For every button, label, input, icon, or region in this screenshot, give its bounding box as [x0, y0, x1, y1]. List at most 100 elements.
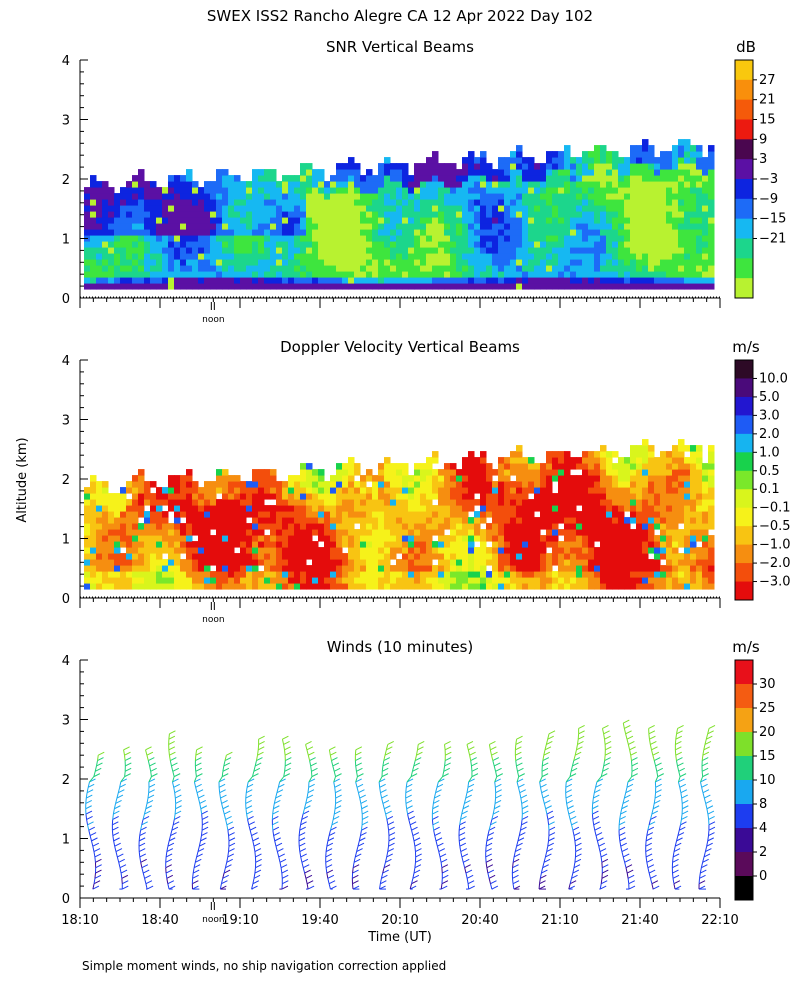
- heatmap-cell: [468, 223, 475, 230]
- heatmap-cell: [414, 571, 421, 578]
- heatmap-cell: [576, 511, 583, 518]
- heatmap-cell: [396, 463, 403, 470]
- heatmap-cell: [156, 277, 163, 284]
- heatmap-cell: [444, 487, 451, 494]
- heatmap-cell: [600, 163, 607, 170]
- heatmap-cell: [534, 583, 541, 590]
- heatmap-cell: [624, 205, 631, 212]
- heatmap-cell: [480, 199, 487, 206]
- heatmap-cell: [618, 499, 625, 506]
- heatmap-cell: [372, 181, 379, 188]
- heatmap-cell: [678, 187, 685, 194]
- heatmap-cell: [708, 463, 715, 470]
- heatmap-cell: [270, 241, 277, 248]
- heatmap-cell: [150, 229, 157, 236]
- heatmap-cell: [162, 529, 169, 536]
- heatmap-cell: [354, 511, 361, 518]
- heatmap-cell: [222, 253, 229, 260]
- heatmap-cell: [234, 475, 241, 482]
- heatmap-cell: [636, 451, 643, 458]
- heatmap-cell: [684, 235, 691, 242]
- heatmap-cell: [210, 181, 217, 188]
- heatmap-cell: [708, 253, 715, 260]
- heatmap-cell: [426, 517, 433, 524]
- barb-shaft: [275, 846, 278, 852]
- barb-shaft: [246, 814, 249, 820]
- heatmap-cell: [558, 241, 565, 248]
- barb-flag: [86, 789, 94, 794]
- heatmap-cell: [594, 223, 601, 230]
- heatmap-cell: [162, 283, 169, 290]
- heatmap-cell: [606, 535, 613, 542]
- heatmap-cell: [594, 493, 601, 500]
- x-axis-label: Time (UT): [367, 930, 432, 945]
- heatmap-cell: [582, 565, 589, 572]
- heatmap-cell: [528, 457, 535, 464]
- heatmap-cell: [402, 505, 409, 512]
- heatmap-cell: [138, 175, 145, 182]
- heatmap-cell: [708, 145, 715, 152]
- heatmap-cell: [276, 505, 283, 512]
- heatmap-cell: [360, 277, 367, 284]
- heatmap-cell: [270, 565, 277, 572]
- colorbar-swatch: [735, 396, 753, 416]
- barb-flag: [113, 837, 120, 842]
- heatmap-cell: [492, 193, 499, 200]
- heatmap-cell: [114, 277, 121, 284]
- barb-flag: [139, 853, 147, 858]
- heatmap-cell: [582, 511, 589, 518]
- barb-shaft: [95, 760, 99, 767]
- heatmap-cell: [588, 205, 595, 212]
- heatmap-cell: [696, 169, 703, 176]
- heatmap-cell: [684, 553, 691, 560]
- heatmap-cell: [150, 571, 157, 578]
- heatmap-cell: [504, 493, 511, 500]
- heatmap-cell: [642, 565, 649, 572]
- heatmap-cell: [594, 451, 601, 458]
- heatmap-cell: [540, 199, 547, 206]
- heatmap-cell: [348, 499, 355, 506]
- heatmap-cell: [474, 565, 481, 572]
- heatmap-cell: [552, 241, 559, 248]
- heatmap-cell: [114, 499, 121, 506]
- heatmap-cell: [114, 505, 121, 512]
- heatmap-cell: [504, 541, 511, 548]
- wind-profile: [165, 730, 182, 890]
- heatmap-cell: [276, 235, 283, 242]
- heatmap-cell: [444, 481, 451, 488]
- barb-flag: [201, 810, 208, 815]
- barb-flag: [285, 757, 292, 762]
- heatmap-cell: [354, 259, 361, 266]
- heatmap-cell: [498, 217, 505, 224]
- heatmap-cell: [168, 553, 175, 560]
- heatmap-cell: [540, 565, 547, 572]
- heatmap-cell: [438, 283, 445, 290]
- heatmap-cell: [420, 163, 427, 170]
- heatmap-cell: [612, 481, 619, 488]
- heatmap-cell: [312, 499, 319, 506]
- heatmap-cell: [642, 439, 649, 446]
- heatmap-cell: [546, 217, 553, 224]
- heatmap-cell: [270, 553, 277, 560]
- heatmap-cell: [132, 241, 139, 248]
- heatmap-cell: [666, 151, 673, 158]
- heatmap-cell: [618, 571, 625, 578]
- heatmap-cell: [588, 583, 595, 590]
- heatmap-cell: [552, 187, 559, 194]
- heatmap-cell: [192, 565, 199, 572]
- heatmap-cell: [630, 235, 637, 242]
- heatmap-cell: [474, 559, 481, 566]
- heatmap-cell: [534, 169, 541, 176]
- heatmap-cell: [672, 547, 679, 554]
- heatmap-cell: [426, 241, 433, 248]
- heatmap-cell: [84, 211, 91, 218]
- heatmap-cell: [420, 175, 427, 182]
- heatmap-cell: [492, 235, 499, 242]
- heatmap-cell: [450, 235, 457, 242]
- heatmap-cell: [432, 583, 439, 590]
- heatmap-cell: [216, 529, 223, 536]
- heatmap-cell: [366, 265, 373, 272]
- heatmap-cell: [636, 283, 643, 290]
- barb-flag: [253, 767, 261, 772]
- heatmap-cell: [690, 445, 697, 452]
